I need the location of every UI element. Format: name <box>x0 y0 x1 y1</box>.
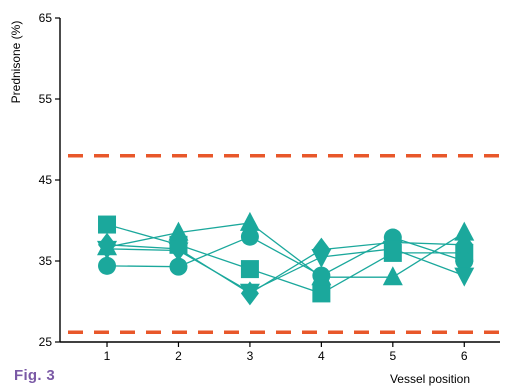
data-point-triangle-up <box>382 266 403 286</box>
x-tick-label: 2 <box>175 349 182 363</box>
data-point-circle <box>98 256 117 275</box>
x-tick-label: 5 <box>389 349 396 363</box>
data-point-triangle-down <box>97 240 118 260</box>
series-line-circle <box>107 235 465 277</box>
series-line-diamond <box>106 241 465 295</box>
x-axis-label: Vessel position <box>390 372 470 386</box>
y-tick-label: 25 <box>39 335 53 349</box>
data-point-triangle-down <box>382 240 403 260</box>
x-tick-label: 6 <box>461 349 468 363</box>
data-point-circle <box>455 252 474 270</box>
data-point-triangle-down <box>239 283 260 303</box>
x-tick-label: 4 <box>318 349 325 363</box>
data-point-triangle-down <box>454 267 475 287</box>
series-line-square <box>106 223 465 295</box>
data-point-triangle-up <box>168 221 189 241</box>
data-point-triangle-up <box>311 266 332 286</box>
y-axis-label: Prednisone (%) <box>9 21 23 104</box>
data-point-square <box>240 260 259 279</box>
data-point-triangle-down <box>168 242 189 262</box>
data-point-triangle-down <box>311 248 332 268</box>
y-tick-label: 65 <box>39 11 53 25</box>
data-point-square <box>98 215 117 234</box>
series-line-triangle-down <box>107 248 465 293</box>
x-tick-label: 3 <box>247 349 254 363</box>
figure-caption: Fig. 3 <box>14 367 55 384</box>
reference-lines <box>68 153 500 335</box>
x-tick-label: 1 <box>104 349 111 363</box>
data-point-square <box>312 284 331 303</box>
data-point-diamond <box>455 232 474 257</box>
y-tick-label: 55 <box>39 92 53 106</box>
y-tick-label: 45 <box>39 173 53 187</box>
y-tick-label: 35 <box>39 254 53 268</box>
data-point-circle <box>169 257 188 276</box>
data-point-triangle-up <box>239 211 260 231</box>
data-point-triangle-up <box>454 221 475 241</box>
data-point-circle <box>240 227 259 246</box>
series-layer <box>97 211 475 306</box>
series-line-triangle-up <box>106 222 465 278</box>
